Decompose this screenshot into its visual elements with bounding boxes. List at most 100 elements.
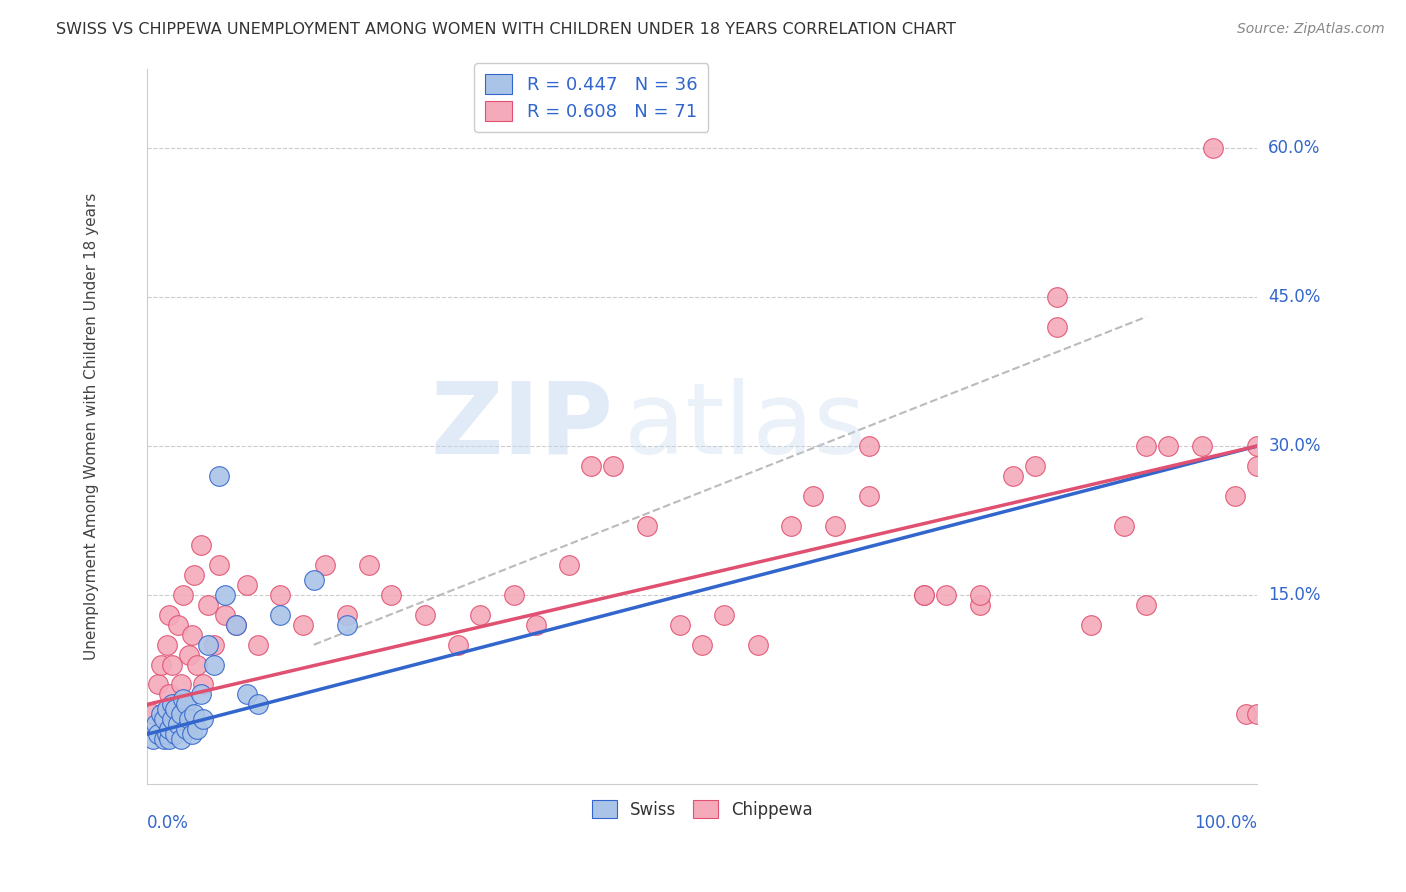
Text: ZIP: ZIP <box>430 377 613 475</box>
Point <box>291 618 314 632</box>
Point <box>160 712 183 726</box>
Point <box>149 657 172 672</box>
Point <box>167 618 190 632</box>
Point <box>148 727 170 741</box>
Point <box>780 518 803 533</box>
Point <box>912 588 935 602</box>
Point <box>1246 707 1268 722</box>
Point <box>186 657 208 672</box>
Point <box>159 732 181 747</box>
Point <box>179 712 201 726</box>
Point <box>153 732 176 747</box>
Point <box>156 702 179 716</box>
Point <box>172 692 194 706</box>
Point <box>156 638 179 652</box>
Point <box>912 588 935 602</box>
Point <box>1046 290 1069 304</box>
Point <box>447 638 470 652</box>
Point <box>156 727 179 741</box>
Point <box>148 677 170 691</box>
Point <box>197 598 219 612</box>
Point <box>1024 458 1046 473</box>
Point <box>191 712 214 726</box>
Point <box>1246 439 1268 453</box>
Text: Source: ZipAtlas.com: Source: ZipAtlas.com <box>1237 22 1385 37</box>
Point <box>247 698 270 712</box>
Text: SWISS VS CHIPPEWA UNEMPLOYMENT AMONG WOMEN WITH CHILDREN UNDER 18 YEARS CORRELAT: SWISS VS CHIPPEWA UNEMPLOYMENT AMONG WOM… <box>56 22 956 37</box>
Point <box>142 732 165 747</box>
Point <box>269 588 291 602</box>
Point <box>380 588 402 602</box>
Point <box>191 677 214 691</box>
Text: 60.0%: 60.0% <box>1268 139 1320 157</box>
Point <box>179 648 201 662</box>
Point <box>145 717 167 731</box>
Point <box>186 722 208 736</box>
Point <box>336 607 359 622</box>
Point <box>169 707 191 722</box>
Point <box>167 717 190 731</box>
Point <box>801 489 824 503</box>
Point <box>636 518 658 533</box>
Point <box>858 439 880 453</box>
Point <box>183 707 205 722</box>
Point <box>1191 439 1213 453</box>
Point <box>314 558 336 573</box>
Point <box>214 607 236 622</box>
Point <box>163 727 186 741</box>
Point <box>969 598 991 612</box>
Text: Unemployment Among Women with Children Under 18 years: Unemployment Among Women with Children U… <box>84 193 100 660</box>
Point <box>236 688 259 702</box>
Point <box>169 677 191 691</box>
Point <box>247 638 270 652</box>
Point <box>1080 618 1102 632</box>
Legend: Swiss, Chippewa: Swiss, Chippewa <box>585 794 820 826</box>
Point <box>180 628 202 642</box>
Point <box>690 638 713 652</box>
Point <box>359 558 381 573</box>
Point <box>208 558 231 573</box>
Point <box>969 588 991 602</box>
Text: 100.0%: 100.0% <box>1194 814 1257 832</box>
Point <box>174 698 197 712</box>
Point <box>747 638 769 652</box>
Point <box>858 489 880 503</box>
Point <box>197 638 219 652</box>
Point <box>713 607 735 622</box>
Point <box>183 568 205 582</box>
Point <box>172 588 194 602</box>
Text: 45.0%: 45.0% <box>1268 288 1320 306</box>
Point <box>225 618 247 632</box>
Point <box>190 538 212 552</box>
Text: 30.0%: 30.0% <box>1268 437 1320 455</box>
Point <box>302 573 325 587</box>
Text: 15.0%: 15.0% <box>1268 586 1320 604</box>
Point <box>1046 319 1069 334</box>
Point <box>1135 439 1157 453</box>
Point <box>413 607 436 622</box>
Point <box>159 722 181 736</box>
Point <box>1001 468 1024 483</box>
Point <box>163 698 186 712</box>
Point <box>153 712 176 726</box>
Point <box>1157 439 1180 453</box>
Point <box>208 468 231 483</box>
Point <box>602 458 624 473</box>
Point <box>236 578 259 592</box>
Point <box>159 688 181 702</box>
Point <box>1234 707 1257 722</box>
Point <box>824 518 846 533</box>
Point <box>1135 598 1157 612</box>
Point <box>190 688 212 702</box>
Point <box>669 618 692 632</box>
Point <box>1246 458 1268 473</box>
Point <box>935 588 957 602</box>
Text: atlas: atlas <box>624 377 866 475</box>
Point <box>202 657 225 672</box>
Point <box>202 638 225 652</box>
Point <box>1112 518 1135 533</box>
Point <box>149 707 172 722</box>
Point <box>225 618 247 632</box>
Point <box>470 607 492 622</box>
Point <box>269 607 291 622</box>
